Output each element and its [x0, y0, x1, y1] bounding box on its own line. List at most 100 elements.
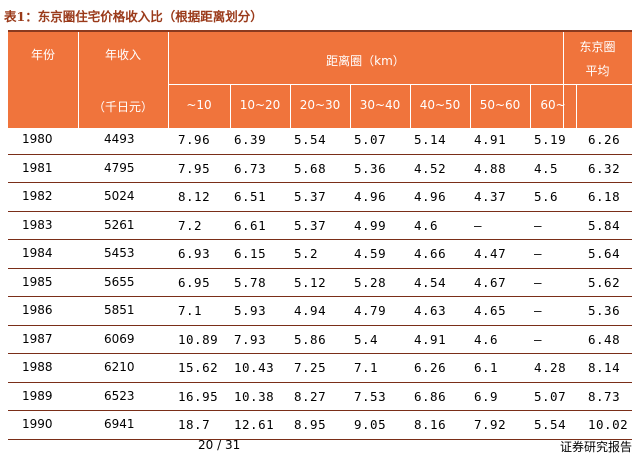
table-row: 1981 4795 7.95 6.73 5.68 5.36 4.52 4.88 4.5 6.32	[8, 155, 632, 183]
ratio-cell: 7.93	[234, 331, 267, 347]
header-band: 40~50	[419, 98, 461, 112]
year-cell: 1990	[22, 417, 53, 431]
ratio-cell: 5.37	[294, 189, 327, 204]
ratio-cell: 7.2	[178, 217, 203, 233]
header-band: 20~30	[299, 98, 341, 112]
average-cell: 5.62	[588, 274, 621, 290]
ratio-cell: –	[534, 331, 543, 347]
year-cell: 1983	[22, 217, 53, 232]
ratio-cell: 5.6	[534, 189, 559, 204]
year-cell: 1981	[22, 160, 53, 175]
ratio-cell: 4.79	[354, 303, 387, 318]
year-cell: 1985	[22, 274, 53, 289]
year-cell: 1987	[22, 331, 53, 346]
ratio-cell: 6.61	[234, 217, 267, 233]
header-divider	[78, 32, 79, 128]
year-cell: 1984	[22, 246, 53, 260]
table-row: 1985 5655 6.95 5.78 5.12 5.28 4.54 4.67 – 5.62	[8, 269, 632, 297]
header-average: 平均	[585, 64, 610, 78]
ratio-cell: 9.05	[354, 417, 387, 432]
ratio-cell: 8.27	[294, 388, 327, 404]
income-cell: 6069	[104, 331, 135, 346]
ratio-cell: 6.15	[234, 246, 267, 261]
ratio-cell: 5.2	[294, 246, 319, 261]
ratio-cell: 8.12	[178, 189, 211, 204]
income-cell: 4795	[104, 160, 135, 175]
ratio-cell: –	[534, 217, 543, 233]
ratio-cell: –	[534, 246, 543, 261]
ratio-cell: 4.47	[474, 246, 507, 261]
ratio-cell: 7.1	[354, 360, 379, 375]
year-cell: 1989	[22, 388, 53, 403]
average-cell: 5.64	[588, 246, 621, 261]
ratio-cell: 15.62	[178, 360, 219, 375]
header-divider	[290, 84, 291, 128]
header-income-unit: （千日元）	[92, 100, 153, 114]
ratio-cell: 4.66	[414, 246, 447, 261]
average-cell: 6.18	[588, 189, 621, 204]
ratio-cell: 5.4	[354, 331, 379, 347]
table-row: 1987 6069 10.89 7.93 5.86 5.4 4.91 4.6 – 6.48	[8, 326, 632, 354]
year-cell: 1982	[22, 189, 53, 203]
header-divider	[410, 84, 411, 128]
income-cell: 5655	[104, 274, 135, 289]
ratio-cell: 5.07	[354, 132, 387, 147]
header-tokyo: 东京圈	[579, 40, 616, 54]
ratio-cell: 5.14	[414, 132, 447, 147]
header-band: 60~	[540, 98, 566, 112]
average-cell: 6.32	[588, 160, 621, 176]
ratio-cell: 10.38	[234, 388, 275, 404]
ratio-cell: 4.6	[474, 331, 499, 347]
ratio-cell: 7.53	[354, 388, 387, 404]
ratio-cell: 10.43	[234, 360, 275, 375]
ratio-cell: 4.91	[474, 132, 507, 147]
header-divider	[470, 84, 471, 128]
header-distance: 距离圈（km）	[326, 54, 405, 68]
year-cell: 1986	[22, 303, 53, 317]
ratio-cell: 6.26	[414, 360, 447, 375]
ratio-cell: 7.92	[474, 417, 507, 432]
header-divider	[563, 32, 564, 128]
ratio-cell: 5.19	[534, 132, 567, 147]
table-row: 1988 6210 15.62 10.43 7.25 7.1 6.26 6.1 4.28 8.14	[8, 354, 632, 383]
header-band: 10~20	[239, 98, 281, 112]
ratio-cell: 7.1	[178, 303, 203, 318]
ratio-cell: 6.9	[474, 388, 499, 404]
ratio-cell: 5.12	[294, 274, 327, 290]
table-row: 1989 6523 16.95 10.38 8.27 7.53 6.86 6.9 5.07 8.7…	[8, 383, 632, 411]
income-cell: 5024	[104, 189, 135, 203]
ratio-cell: 5.36	[354, 160, 387, 176]
ratio-cell: 4.88	[474, 160, 507, 176]
average-cell: 6.48	[588, 331, 621, 347]
ratio-cell: 5.07	[534, 388, 567, 404]
ratio-cell: 6.39	[234, 132, 267, 147]
ratio-cell: 6.86	[414, 388, 447, 404]
ratio-cell: –	[534, 274, 543, 290]
ratio-cell: 4.5	[534, 160, 559, 176]
ratio-cell: 5.86	[294, 331, 327, 347]
ratio-cell: 6.73	[234, 160, 267, 176]
ratio-cell: 6.1	[474, 360, 499, 375]
income-cell: 5261	[104, 217, 135, 232]
ratio-cell: 4.99	[354, 217, 387, 233]
average-cell: 8.73	[588, 388, 621, 404]
ratio-cell: 4.65	[474, 303, 507, 318]
table-title: 表1：东京圈住宅价格收入比（根据距离划分）	[4, 9, 263, 24]
ratio-cell: 4.6	[414, 217, 439, 233]
income-cell: 5453	[104, 246, 135, 260]
header-income: 年收入	[104, 48, 141, 62]
ratio-cell: 18.7	[178, 417, 211, 432]
ratio-cell: 4.94	[294, 303, 327, 318]
average-cell: 8.14	[588, 360, 621, 375]
header-divider	[168, 84, 632, 85]
average-cell: 5.84	[588, 217, 621, 233]
ratio-cell: 5.54	[534, 417, 567, 432]
ratio-cell: 4.28	[534, 360, 567, 375]
header-divider	[350, 84, 351, 128]
ratio-cell: 6.51	[234, 189, 267, 204]
ratio-cell: 5.28	[354, 274, 387, 290]
ratio-cell: 5.68	[294, 160, 327, 176]
ratio-cell: 4.52	[414, 160, 447, 176]
table-row: 1990 6941 18.7 12.61 8.95 9.05 8.16 7.92 5.54 10.…	[8, 411, 632, 440]
ratio-cell: 4.37	[474, 189, 507, 204]
